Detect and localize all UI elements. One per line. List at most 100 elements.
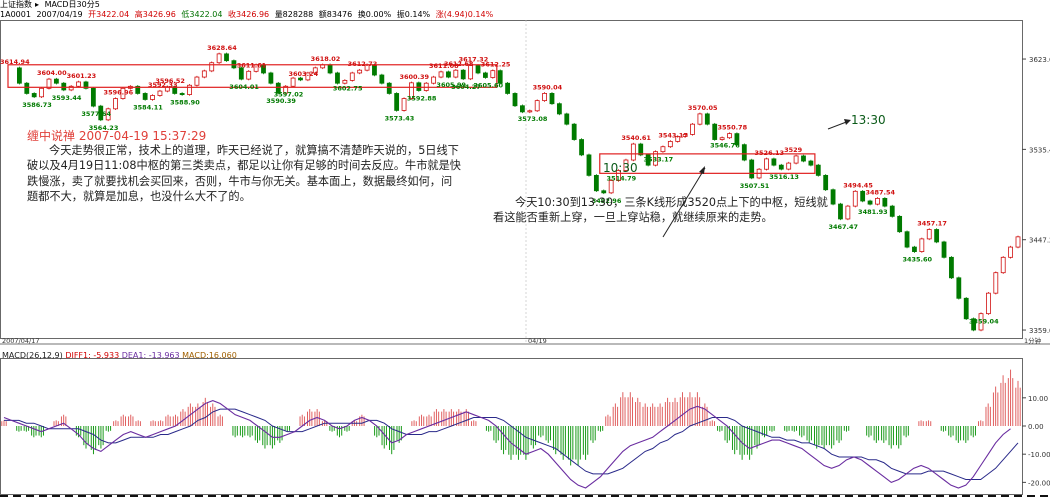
price-point-label: 3550.78: [718, 124, 748, 132]
price-point-label: 3611.08: [429, 62, 459, 70]
price-point-label: 3586.73: [22, 101, 52, 109]
candle-body: [986, 292, 991, 315]
candle-body: [238, 67, 244, 80]
macd-y-tick-label: -10.00: [1028, 451, 1050, 459]
candle-body: [349, 72, 355, 81]
price-point-label: 3612.68: [444, 60, 474, 68]
candle-body: [586, 154, 592, 176]
price-y-tick-label: 3535.4: [1029, 146, 1050, 154]
price-point-label: 3604.00: [37, 69, 67, 77]
price-point-label: 3570.05: [688, 104, 718, 112]
note-zhongshu-text: 今天10:30到13:30，三条K线形成3520点上下的中枢，短线就看这能否重新…: [493, 196, 828, 225]
price-point-label: 3507.51: [740, 182, 770, 190]
chart-title-bar: 上证指数 ▸ MACD日30分5: [0, 0, 1050, 10]
candle-body: [852, 190, 858, 207]
quote-info-bar: 1A0001 2007/04/19 开3422.04 高3426.96 低342…: [0, 10, 1050, 20]
candle-body: [157, 90, 163, 96]
macd-y-tick-label: -20.00: [1028, 479, 1050, 487]
candle-body: [335, 72, 340, 84]
candle-body: [46, 78, 52, 89]
candle-body: [90, 87, 96, 107]
candle-body: [963, 297, 969, 320]
candle-body: [187, 84, 192, 95]
candle-body: [394, 93, 400, 111]
candle-body: [1015, 236, 1021, 248]
x-axis-label: 1分钟: [1024, 336, 1042, 345]
candle-body: [1008, 246, 1014, 258]
price-point-label: 3467.47: [828, 223, 858, 231]
candle-body: [431, 76, 437, 84]
candle-body: [608, 180, 614, 194]
candle-body: [645, 154, 651, 166]
indicator-title: MACD日30分5: [44, 0, 100, 9]
candle-body: [16, 67, 22, 84]
annotation-arrow-line: [662, 167, 706, 238]
price-point-label: 3492.96: [592, 197, 622, 205]
price-point-label: 3605.60: [473, 81, 503, 89]
high-value: 高3426.96: [134, 10, 176, 19]
candle-body: [727, 133, 732, 139]
note-title: 缠中说禅 2007-04-19 15:37:29: [27, 129, 207, 143]
price-point-label: 3604.27: [451, 83, 481, 91]
price-point-label: 3516.13: [769, 173, 799, 181]
price-point-label: 3618.02: [311, 55, 341, 63]
price-point-label: 3577.64: [81, 110, 111, 118]
candle-body: [342, 79, 348, 84]
candle-body: [838, 203, 843, 220]
price-y-tick-label: 3447.2: [1029, 237, 1050, 245]
candle-body: [653, 151, 658, 166]
candle-body: [815, 164, 821, 176]
candle-body: [875, 197, 880, 205]
candle-body: [542, 93, 547, 102]
candle-body: [616, 170, 621, 181]
candle-body: [61, 82, 67, 91]
candle-body: [216, 53, 222, 64]
time-label-1330: 13:30: [851, 113, 886, 127]
candle-body: [519, 105, 525, 113]
price-point-label: 3514.79: [607, 174, 637, 182]
price-point-label: 3573.08: [518, 115, 548, 123]
note-commentary: 今天走势很正常，技术上的道理，昨天已经说了，就算搞不清楚昨天说的，5日线下破以及…: [27, 143, 462, 204]
candle-body: [246, 70, 252, 80]
candle-body: [601, 190, 607, 194]
candle-body: [468, 65, 474, 80]
candle-body: [704, 113, 710, 125]
macd-dif: DIFF1: -5.933: [65, 351, 120, 360]
candle-body: [505, 82, 511, 94]
candle-body: [941, 241, 947, 258]
volume-value: 量828288: [274, 10, 314, 19]
candle-body: [283, 85, 289, 94]
price-point-label: 3584.11: [133, 103, 163, 111]
candle-body: [556, 103, 562, 115]
price-point-label: 3546.76: [710, 142, 740, 150]
candle-body: [53, 78, 59, 84]
candle-body: [764, 158, 769, 170]
annotation-arrow-head: [844, 119, 851, 125]
candle-body: [68, 85, 74, 91]
amount-value: 额83476: [318, 10, 353, 19]
candle-body: [224, 53, 229, 62]
x-axis-label: 04/19: [528, 337, 547, 345]
candle-body: [150, 95, 155, 100]
candle-body: [483, 72, 488, 78]
candle-body: [105, 108, 111, 121]
candle-body: [741, 144, 747, 161]
candle-body: [512, 93, 518, 107]
candle-body: [919, 238, 925, 252]
candle-body: [379, 74, 385, 84]
candle-body: [667, 141, 673, 148]
candle-body: [549, 93, 555, 105]
candle-body: [808, 160, 814, 166]
candle-body: [1000, 256, 1006, 274]
candle-body: [305, 72, 311, 81]
candle-body: [993, 272, 999, 294]
candle-body: [564, 113, 570, 125]
macd-y-tick-label: 10.00: [1028, 395, 1048, 403]
candle-body: [660, 146, 666, 153]
price-point-label: 3617.32: [459, 55, 489, 63]
candle-body: [571, 123, 577, 140]
candle-body: [386, 82, 392, 94]
macd-y-tick-label: 0.00: [1028, 423, 1044, 431]
candle-body: [912, 246, 917, 252]
